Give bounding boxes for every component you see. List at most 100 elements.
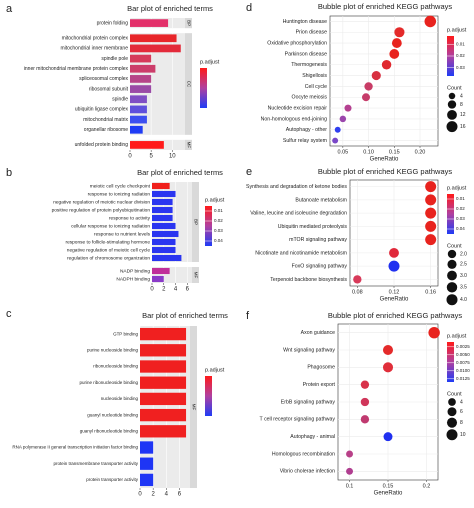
size-legend-key (446, 282, 458, 293)
colorbar-tick-label: 0.04 (456, 226, 465, 231)
category-label: purine ribonucleoside binding (79, 380, 138, 385)
category-label: negative regulation of meiotic nuclear d… (53, 199, 150, 205)
chart-title: Bar plot of enriched terms (142, 311, 228, 320)
x-tick-label: 0.2 (423, 483, 431, 489)
x-axis-label: GeneRatio (370, 157, 399, 163)
plot-area (329, 15, 439, 147)
category-label: mTOR signaling pathway (289, 237, 347, 243)
legend-title: p.adjust (200, 59, 220, 65)
category-label: NADP binding (120, 268, 150, 274)
category-label: response to nutrient levels (94, 231, 151, 237)
bar (140, 360, 187, 373)
size-legend-key (447, 407, 457, 417)
colorbar-tick-label: 0.0100 (456, 368, 470, 373)
bar (130, 19, 169, 27)
bubble (394, 27, 405, 38)
bubble (381, 60, 392, 70)
category-label: mitochondrial matrix (83, 117, 128, 123)
category-label: Valine, leucine and isoleucine degradati… (250, 211, 347, 217)
size-legend-label: 8 (460, 102, 463, 108)
category-label: Autophagy - animal (290, 434, 335, 440)
size-legend-label: 8 (460, 420, 463, 426)
category-label: response to follicle-stimulating hormone (65, 239, 150, 245)
bubble (371, 71, 381, 81)
category-label: organellar ribosome (84, 127, 128, 133)
bar (130, 75, 152, 83)
chart-title: Bar plot of enriched terms (137, 168, 223, 177)
category-label: response to activity (109, 215, 151, 221)
bar (140, 425, 187, 438)
size-legend-label: 6 (460, 409, 463, 415)
panel-letter: e (246, 166, 252, 178)
bar (140, 392, 187, 406)
bar (152, 275, 164, 283)
bubble (389, 247, 399, 258)
bar (152, 238, 176, 246)
bubble (382, 344, 394, 356)
bar (152, 267, 170, 275)
facet-label: BP (186, 20, 191, 26)
x-tick-label: 0 (150, 287, 154, 293)
colorbar-tick-label: 0.04 (214, 238, 223, 243)
colorbar-tick-label: 0.0125 (456, 376, 470, 381)
x-tick-label: 2 (151, 492, 155, 498)
legend-title: p.adjust (447, 27, 467, 33)
bar (140, 327, 187, 341)
size-legend-label: 10 (460, 432, 466, 438)
category-label: nucleoside binding (101, 396, 139, 401)
size-legend-key (447, 100, 457, 109)
colorbar (447, 194, 454, 234)
bar (130, 115, 147, 124)
bar (152, 182, 170, 190)
category-label: inner mitochondrial membrane protein com… (24, 66, 129, 72)
category-label: Terpenoid backbone biosynthesis (270, 277, 347, 283)
category-label: spindle pole (101, 56, 128, 62)
size-legend-label: 16 (460, 124, 466, 130)
bar (130, 85, 152, 93)
category-label: Protein export (303, 382, 336, 388)
category-label: regulation of chromosome organization (67, 255, 150, 261)
legend-title: Count (447, 243, 462, 249)
legend-title: p.adjust (205, 367, 225, 373)
category-label: Autophagy - other (286, 127, 328, 133)
x-tick-label: 6 (178, 492, 182, 498)
category-label: mitochondrial inner membrane (60, 46, 128, 52)
x-tick-label: 4 (165, 492, 169, 498)
colorbar-tick-label: 0.01 (456, 41, 465, 46)
category-label: Sulfur relay system (283, 138, 327, 144)
category-label: GTP binding (113, 331, 138, 336)
x-tick-label: 0 (138, 492, 142, 498)
facet-label: BP (193, 219, 198, 225)
colorbar-tick-label: 0.0075 (456, 360, 470, 365)
bar (152, 214, 173, 222)
bubble (360, 380, 370, 389)
facet-strip (185, 139, 192, 150)
category-label: Parkinson disease (285, 51, 328, 57)
bubble (339, 115, 347, 123)
category-label: guanyl nucleotide binding (87, 412, 138, 417)
colorbar-tick-label: 0.02 (456, 53, 465, 58)
x-tick-label: 4 (174, 287, 178, 293)
colorbar-tick-label: 0.01 (456, 196, 465, 201)
colorbar-tick-label: 0.03 (456, 65, 465, 70)
size-legend-key (447, 259, 457, 269)
bubble (362, 93, 370, 102)
legend-title: Count (447, 85, 462, 91)
category-label: ErbB signaling pathway (281, 399, 336, 405)
size-legend-label: 4 (460, 399, 463, 405)
x-tick-label: 0.08 (352, 289, 363, 295)
bubble (360, 397, 370, 407)
bubble (424, 15, 437, 28)
colorbar (205, 206, 212, 246)
bar (130, 64, 156, 73)
category-label: Nucleotide excision repair (268, 105, 328, 111)
size-legend-key (448, 92, 456, 100)
category-label: Axon guidance (301, 330, 335, 336)
bubble (346, 467, 354, 475)
size-legend-label: 3.5 (460, 285, 467, 291)
category-label: Wnt signaling pathway (283, 347, 335, 353)
bar (130, 105, 147, 114)
category-label: response to ionizing radiation (88, 191, 151, 197)
x-tick-label: 5 (149, 154, 153, 160)
bubble (346, 450, 354, 458)
